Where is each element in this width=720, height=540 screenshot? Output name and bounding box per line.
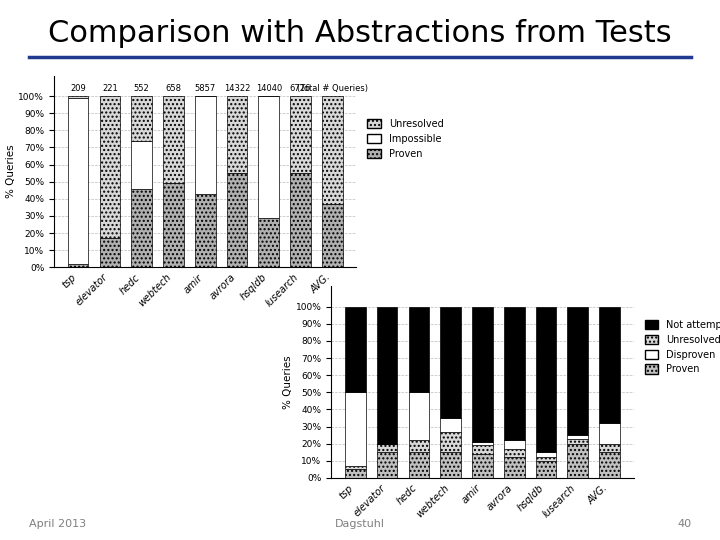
Bar	[99, 238, 120, 267]
Bar	[68, 98, 89, 264]
Text: 552: 552	[134, 84, 150, 93]
Bar	[441, 431, 461, 452]
Bar	[408, 393, 429, 440]
Bar	[377, 444, 397, 452]
Bar	[322, 204, 343, 267]
Bar	[131, 140, 152, 188]
Bar	[377, 452, 397, 478]
Text: 5857: 5857	[194, 84, 216, 93]
Bar	[567, 307, 588, 435]
Bar	[227, 173, 247, 267]
Bar	[504, 307, 524, 440]
Bar	[195, 96, 215, 194]
Bar	[472, 454, 492, 478]
Bar	[408, 307, 429, 393]
Legend: Not attempted, Unresolved, Disproven, Proven: Not attempted, Unresolved, Disproven, Pr…	[644, 320, 720, 374]
Bar	[345, 307, 366, 393]
Bar	[472, 442, 492, 446]
Bar	[131, 96, 152, 140]
Text: 40: 40	[677, 519, 691, 529]
Bar	[441, 452, 461, 478]
Bar	[408, 440, 429, 452]
Bar	[504, 457, 524, 478]
Bar	[345, 469, 366, 478]
Bar	[504, 449, 524, 457]
Bar	[536, 307, 557, 452]
Bar	[377, 307, 397, 444]
Bar	[599, 307, 620, 423]
Bar	[599, 452, 620, 478]
Bar	[408, 452, 429, 478]
Text: 14322: 14322	[224, 84, 250, 93]
Bar	[290, 173, 311, 267]
Bar	[345, 466, 366, 469]
Bar	[290, 96, 311, 173]
Bar	[441, 418, 461, 431]
Text: Comparison with Abstractions from Tests: Comparison with Abstractions from Tests	[48, 19, 672, 48]
Bar	[472, 446, 492, 454]
Text: Dagstuhl: Dagstuhl	[335, 519, 385, 529]
Bar	[258, 218, 279, 267]
Text: (Total # Queries): (Total # Queries)	[297, 84, 368, 93]
Bar	[131, 188, 152, 267]
Bar	[567, 435, 588, 438]
Y-axis label: % Queries: % Queries	[6, 145, 16, 198]
Bar	[195, 194, 215, 267]
Bar	[536, 457, 557, 461]
Text: 221: 221	[102, 84, 118, 93]
Bar	[227, 96, 247, 173]
Bar	[599, 423, 620, 444]
Text: 6726: 6726	[290, 84, 311, 93]
Text: April 2013: April 2013	[29, 519, 86, 529]
Text: 14040: 14040	[256, 84, 282, 93]
Bar	[68, 96, 89, 98]
Bar	[599, 444, 620, 452]
Bar	[258, 96, 279, 218]
Bar	[163, 96, 184, 184]
Bar	[536, 461, 557, 478]
Bar	[68, 264, 89, 267]
Bar	[99, 96, 120, 238]
Text: 209: 209	[70, 84, 86, 93]
Legend: Unresolved, Impossible, Proven: Unresolved, Impossible, Proven	[367, 119, 444, 159]
Bar	[163, 184, 184, 267]
Bar	[441, 307, 461, 418]
Y-axis label: % Queries: % Queries	[283, 355, 293, 409]
Bar	[567, 438, 588, 444]
Bar	[536, 452, 557, 457]
Text: 658: 658	[166, 84, 181, 93]
Bar	[345, 393, 366, 466]
Bar	[472, 307, 492, 442]
Bar	[504, 440, 524, 449]
Bar	[322, 96, 343, 204]
Bar	[567, 444, 588, 478]
